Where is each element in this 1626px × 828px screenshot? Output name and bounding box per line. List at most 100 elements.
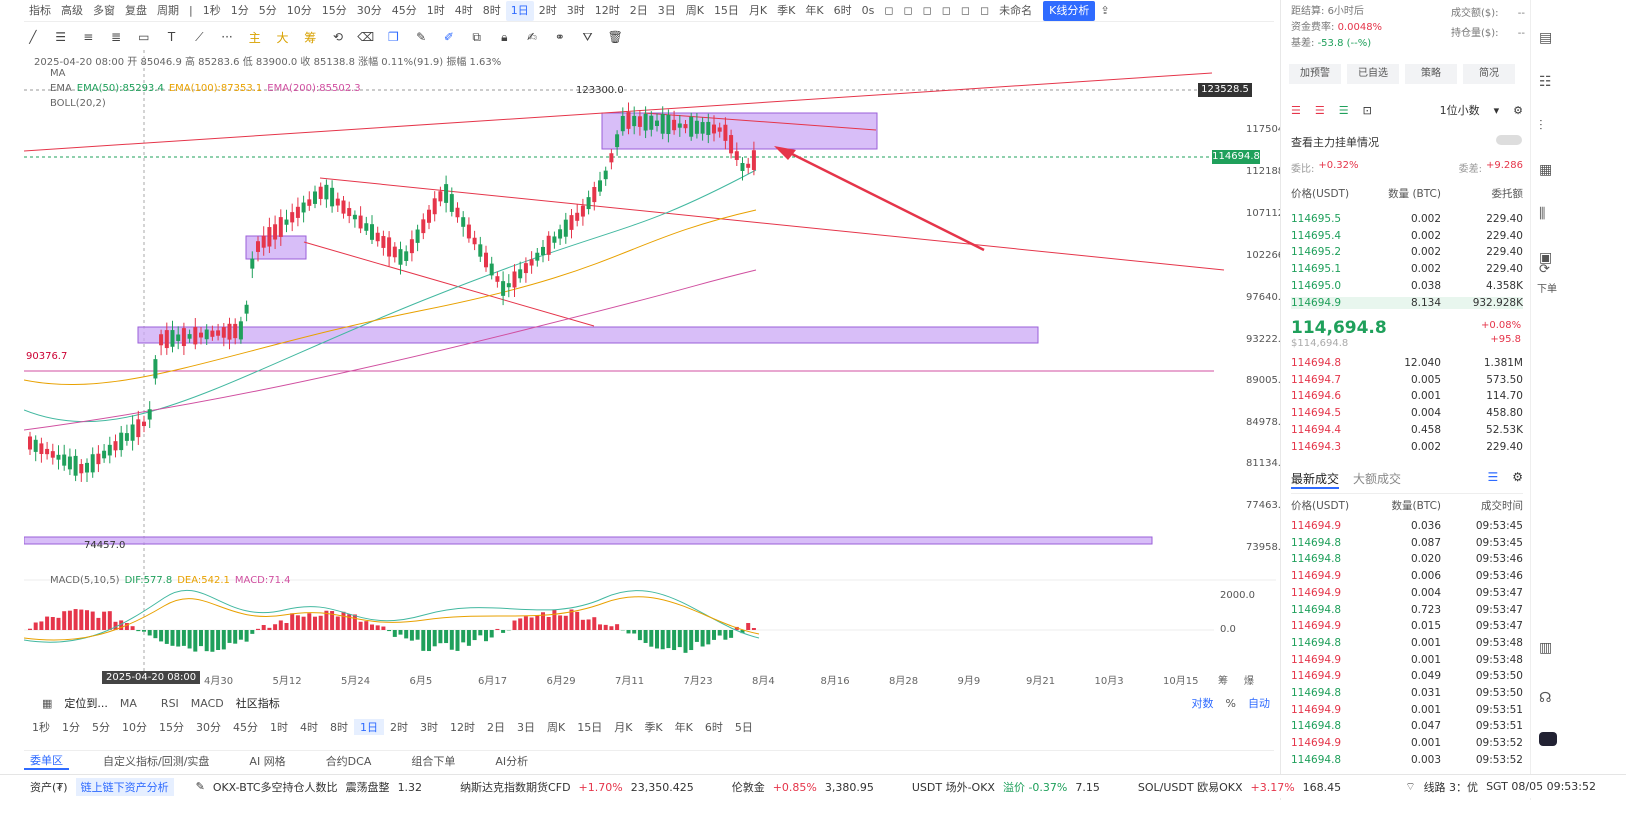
filter-icon[interactable]: ⛛ — [582, 29, 593, 44]
bottom-tab-0[interactable]: 委单区 — [24, 752, 69, 770]
period-21[interactable]: 6时 — [704, 721, 723, 734]
highlighter-icon[interactable]: ✐ — [443, 30, 454, 44]
share-icon[interactable]: ⇪ — [1100, 3, 1110, 17]
toolbar-item-20[interactable]: 3日 — [657, 3, 676, 17]
period-9[interactable]: 8时 — [330, 721, 348, 734]
toolbar-item-3[interactable]: 复盘 — [125, 3, 147, 17]
toolbar-item-1[interactable]: 高级 — [61, 3, 83, 17]
toolbar-item-8[interactable]: 10分 — [286, 3, 312, 17]
toolbar-item-27[interactable]: 0s — [861, 3, 875, 17]
toolbar-item-6[interactable]: 1分 — [230, 3, 249, 17]
precision-select[interactable]: 1位小数 — [1439, 104, 1480, 117]
toolbar-item-25[interactable]: 年K — [805, 3, 824, 17]
ticker-item[interactable]: OKX-BTC多空持仓人数比 震荡盘整 1.32 — [213, 779, 430, 795]
tool-chou[interactable]: 筹 — [304, 30, 317, 45]
period-8[interactable]: 4时 — [300, 721, 318, 734]
ticker-item[interactable]: 纳斯达克指数期货CFD +1.70% 23,350.425 — [460, 779, 702, 795]
rect-tool-icon[interactable]: ▭ — [138, 30, 150, 44]
text-tool-icon[interactable]: T — [167, 30, 176, 44]
calc-icon[interactable]: ▣ — [1539, 250, 1553, 266]
book-row[interactable]: 114694.8 12.040 1.381M — [1291, 357, 1523, 369]
expand-icon[interactable]: ◻ — [980, 3, 990, 17]
copy-icon[interactable]: ❐ — [388, 30, 399, 44]
support-icon[interactable]: ☊ — [1539, 690, 1552, 706]
panel-btn-2[interactable]: 策略 — [1405, 64, 1457, 84]
hline-tool-icon[interactable]: ☰ — [55, 30, 66, 44]
ticker-item[interactable]: 伦敦金 +0.85% 3,380.95 — [732, 779, 882, 795]
ruler-tool-icon[interactable]: ⟋ — [195, 29, 204, 44]
calendar-icon[interactable]: ▦ — [42, 696, 53, 710]
ticker-item[interactable]: SOL/USDT 欧易OKX +3.17% 168.45 — [1138, 779, 1349, 795]
book-row[interactable]: 114694.5 0.004 458.80 — [1291, 407, 1523, 419]
document-icon[interactable]: ▤ — [1539, 30, 1553, 46]
more-tools-icon[interactable]: ··· — [221, 30, 233, 44]
toolbar-item-22[interactable]: 15日 — [713, 3, 739, 17]
period-12[interactable]: 3时 — [420, 721, 438, 734]
main-orders-toggle[interactable] — [1496, 135, 1522, 145]
toolbar-item-10[interactable]: 30分 — [356, 3, 382, 17]
book-row[interactable]: 114694.8 0.001 09:53:48 — [1291, 637, 1523, 649]
edit-icon[interactable]: ◻ — [903, 3, 913, 17]
log-scale-button[interactable]: 对数 — [1191, 697, 1214, 710]
book-row[interactable]: 114694.8 0.047 09:53:51 — [1291, 720, 1523, 732]
book-row[interactable]: 114694.9 0.006 09:53:46 — [1291, 570, 1523, 582]
toolbar-item-18[interactable]: 12时 — [594, 3, 620, 17]
ticker-item[interactable]: USDT 场外-OKX 溢价 -0.37% 7.15 — [912, 779, 1108, 795]
tab-latest-trades[interactable]: 最新成交 — [1291, 470, 1340, 489]
period-11[interactable]: 2时 — [390, 721, 408, 734]
period-20[interactable]: 年K — [674, 721, 693, 734]
book-row[interactable]: 114694.8 0.020 09:53:46 — [1291, 553, 1523, 565]
edit-icon[interactable]: ✍ — [527, 30, 538, 44]
settings-icon[interactable]: ◻ — [960, 3, 971, 17]
chip-icon[interactable]: 筹 — [1218, 676, 1228, 687]
toolbar-item-24[interactable]: 季K — [777, 3, 796, 17]
kline-analysis-button[interactable]: K线分析 — [1043, 0, 1096, 21]
period-22[interactable]: 5日 — [734, 721, 753, 734]
period-2[interactable]: 5分 — [92, 721, 110, 734]
indicator-icon[interactable]: ⫶ — [1539, 118, 1543, 134]
cloud-unnamed[interactable]: 未命名 — [999, 3, 1033, 17]
period-4[interactable]: 15分 — [159, 721, 184, 734]
chart-canvas[interactable] — [23, 50, 1276, 690]
book-row[interactable]: 114695.1 0.002 229.40 — [1291, 263, 1523, 275]
trash-icon[interactable]: 🗑︎ — [607, 30, 623, 44]
book-row[interactable]: 114694.9 0.049 09:53:50 — [1291, 670, 1523, 682]
panel-btn-3[interactable]: 简况 — [1463, 64, 1515, 84]
period-15[interactable]: 3日 — [517, 721, 535, 734]
line-tool-icon[interactable]: ╱ — [29, 30, 37, 44]
camera-icon[interactable]: ◻ — [884, 3, 894, 17]
toolbar-item-0[interactable]: 指标 — [29, 3, 51, 17]
tool-da[interactable]: 大 — [276, 30, 289, 45]
toolbar-item-15[interactable]: 1日 — [505, 0, 534, 21]
filter-list-icon[interactable]: ☰ — [1487, 470, 1499, 484]
ind-ma[interactable]: MA — [119, 696, 137, 710]
toolbar-item-2[interactable]: 多窗 — [93, 3, 115, 17]
lock-icon[interactable]: 🔒︎ — [501, 29, 508, 44]
order-icon[interactable]: ⟳ — [1539, 262, 1550, 277]
bars-icon[interactable]: ⫼ — [1539, 206, 1546, 222]
book-row[interactable]: 114694.9 0.015 09:53:47 — [1291, 620, 1523, 632]
burst-icon[interactable]: 爆 — [1244, 676, 1254, 687]
book-row[interactable]: 114694.8 0.723 09:53:47 — [1291, 604, 1523, 616]
book-row[interactable]: 114694.9 8.134 932.928K — [1291, 296, 1523, 309]
toolbar-item-21[interactable]: 周K — [685, 3, 704, 17]
panel-btn-1[interactable]: 已自选 — [1347, 64, 1399, 84]
chevron-down-icon[interactable]: ▾ — [1493, 103, 1500, 117]
period-10[interactable]: 1日 — [354, 719, 384, 735]
period-5[interactable]: 30分 — [196, 721, 221, 734]
col-qty[interactable]: 数量 (BTC) — [1388, 188, 1441, 200]
list-icon[interactable]: ☷ — [1539, 74, 1552, 90]
toolbar-item-16[interactable]: 2时 — [538, 3, 557, 17]
toolbar-item-14[interactable]: 8时 — [482, 3, 501, 17]
period-7[interactable]: 1时 — [270, 721, 288, 734]
percent-button[interactable]: % — [1225, 696, 1236, 710]
settings-icon[interactable]: ⚙ — [1513, 103, 1523, 117]
toolbar-item-23[interactable]: 月K — [748, 3, 768, 17]
trade-col-qty[interactable]: 数量(BTC) — [1391, 500, 1441, 512]
panel-btn-0[interactable]: 加预警 — [1289, 64, 1341, 84]
book-row[interactable]: 114694.4 0.458 52.53K — [1291, 424, 1523, 436]
period-17[interactable]: 15日 — [577, 721, 603, 734]
locate-button[interactable]: 定位到... — [64, 697, 108, 710]
link-icon[interactable]: ⚭ — [554, 30, 565, 44]
book-row[interactable]: 114694.8 0.003 09:53:52 — [1291, 754, 1523, 766]
